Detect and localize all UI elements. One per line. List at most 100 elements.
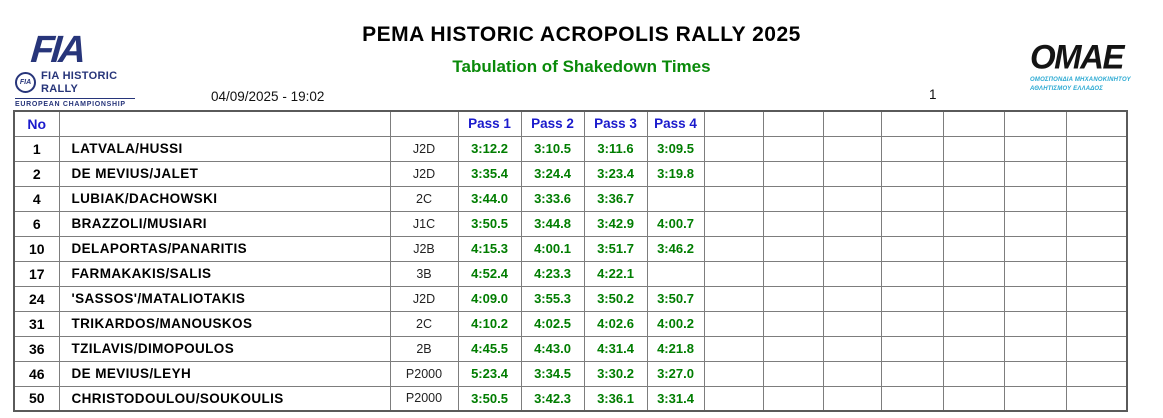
pass-1-time-cell: 3:35.4 bbox=[457, 160, 522, 187]
empty-cell bbox=[1065, 185, 1128, 212]
results-tbody: 1 LATVALA/HUSSI J2D 3:12.2 3:10.5 3:11.6 3:09.… bbox=[13, 135, 1128, 412]
crew-name-cell: TRIKARDOS/MANOUSKOS bbox=[58, 310, 391, 337]
column-header-pass4: Pass 4 bbox=[646, 110, 705, 137]
empty-cell bbox=[703, 235, 764, 262]
pass-1-time-cell: 5:23.4 bbox=[457, 360, 522, 387]
fia-championship-label: EUROPEAN CHAMPIONSHIP bbox=[15, 97, 135, 108]
omae-sub-line1: ΟΜΟΣΠΟΝΔΙΑ ΜΗΧΑΝΟΚΙΝΗΤΟΥ bbox=[1030, 77, 1131, 83]
pass-3-time-cell: 4:02.6 bbox=[583, 310, 648, 337]
pass-3-time-cell: 4:31.4 bbox=[583, 335, 648, 362]
crew-name-cell: BRAZZOLI/MUSIARI bbox=[58, 210, 391, 237]
empty-cell bbox=[1065, 385, 1128, 412]
empty-cell bbox=[880, 260, 944, 287]
pass-2-time-cell: 3:44.8 bbox=[520, 210, 585, 237]
car-number-cell: 1 bbox=[13, 135, 60, 162]
class-cell: 3B bbox=[389, 260, 459, 287]
empty-cell bbox=[880, 385, 944, 412]
column-header-empty bbox=[822, 110, 882, 137]
crew-name-cell: LUBIAK/DACHOWSKI bbox=[58, 185, 391, 212]
pass-2-time-cell: 3:24.4 bbox=[520, 160, 585, 187]
empty-cell bbox=[762, 260, 824, 287]
pass-1-time-cell: 3:50.5 bbox=[457, 385, 522, 412]
empty-cell bbox=[822, 360, 882, 387]
crew-name-cell: FARMAKAKIS/SALIS bbox=[58, 260, 391, 287]
table-row: 50 CHRISTODOULOU/SOUKOULIS P2000 3:50.5 3:42… bbox=[13, 385, 1128, 412]
pass-2-time-cell: 4:02.5 bbox=[520, 310, 585, 337]
car-number-cell: 31 bbox=[13, 310, 60, 337]
class-cell: 2B bbox=[389, 335, 459, 362]
empty-cell bbox=[880, 160, 944, 187]
empty-cell bbox=[942, 335, 1005, 362]
empty-cell bbox=[822, 160, 882, 187]
crew-name-cell: 'SASSOS'/MATALIOTAKIS bbox=[58, 285, 391, 312]
empty-cell bbox=[1003, 310, 1067, 337]
class-cell: J2D bbox=[389, 285, 459, 312]
car-number-cell: 10 bbox=[13, 235, 60, 262]
pass-4-time-cell: 4:21.8 bbox=[646, 335, 705, 362]
empty-cell bbox=[942, 160, 1005, 187]
table-row: 6 BRAZZOLI/MUSIARI J1C 3:50.5 3:44.8 3:42.9 4:… bbox=[13, 210, 1128, 237]
pass-2-time-cell: 4:23.3 bbox=[520, 260, 585, 287]
empty-cell bbox=[942, 135, 1005, 162]
empty-cell bbox=[703, 335, 764, 362]
pass-2-time-cell: 4:43.0 bbox=[520, 335, 585, 362]
table-header-row: No Pass 1 Pass 2 Pass 3 Pass 4 bbox=[13, 110, 1128, 137]
empty-cell bbox=[1065, 360, 1128, 387]
empty-cell bbox=[880, 235, 944, 262]
empty-cell bbox=[822, 210, 882, 237]
car-number-cell: 4 bbox=[13, 185, 60, 212]
column-header-empty bbox=[703, 110, 764, 137]
car-number-cell: 6 bbox=[13, 210, 60, 237]
class-cell: 2C bbox=[389, 185, 459, 212]
empty-cell bbox=[880, 360, 944, 387]
empty-cell bbox=[1003, 360, 1067, 387]
pass-4-time-cell: 3:19.8 bbox=[646, 160, 705, 187]
empty-cell bbox=[942, 285, 1005, 312]
fia-badge-icon: FIA bbox=[15, 72, 36, 94]
empty-cell bbox=[703, 260, 764, 287]
empty-cell bbox=[1003, 385, 1067, 412]
empty-cell bbox=[822, 385, 882, 412]
empty-cell bbox=[762, 310, 824, 337]
crew-name-cell: TZILAVIS/DIMOPOULOS bbox=[58, 335, 391, 362]
empty-cell bbox=[762, 235, 824, 262]
empty-cell bbox=[1065, 310, 1128, 337]
empty-cell bbox=[762, 135, 824, 162]
table-row: 31 TRIKARDOS/MANOUSKOS 2C 4:10.2 4:02.5 4:02.… bbox=[13, 310, 1128, 337]
empty-cell bbox=[762, 335, 824, 362]
empty-cell bbox=[1065, 260, 1128, 287]
omae-logo: OMAE ΟΜΟΣΠΟΝΔΙΑ ΜΗΧΑΝΟΚΙΝΗΤΟΥ ΑΘΛΗΤΙΣΜΟΥ… bbox=[1030, 37, 1131, 94]
pass-1-time-cell: 3:44.0 bbox=[457, 185, 522, 212]
table-row: 1 LATVALA/HUSSI J2D 3:12.2 3:10.5 3:11.6 3:09.… bbox=[13, 135, 1128, 162]
empty-cell bbox=[942, 360, 1005, 387]
page-subtitle: Tabulation of Shakedown Times bbox=[452, 57, 711, 76]
fia-series-line2: RALLY bbox=[41, 82, 79, 95]
empty-cell bbox=[942, 235, 1005, 262]
empty-cell bbox=[942, 385, 1005, 412]
empty-cell bbox=[1003, 285, 1067, 312]
car-number-cell: 36 bbox=[13, 335, 60, 362]
pass-1-time-cell: 4:52.4 bbox=[457, 260, 522, 287]
crew-name-cell: DE MEVIUS/LEYH bbox=[58, 360, 391, 387]
pass-4-time-cell: 3:46.2 bbox=[646, 235, 705, 262]
omae-logo-icon: OMAE bbox=[1030, 37, 1125, 76]
empty-cell bbox=[703, 360, 764, 387]
empty-cell bbox=[1003, 160, 1067, 187]
empty-cell bbox=[703, 210, 764, 237]
car-number-cell: 24 bbox=[13, 285, 60, 312]
empty-cell bbox=[1003, 235, 1067, 262]
empty-cell bbox=[703, 285, 764, 312]
pass-1-time-cell: 4:45.5 bbox=[457, 335, 522, 362]
empty-cell bbox=[1065, 285, 1128, 312]
car-number-cell: 17 bbox=[13, 260, 60, 287]
column-header-crew-empty bbox=[58, 110, 391, 137]
column-header-pass3: Pass 3 bbox=[583, 110, 648, 137]
column-header-no: No bbox=[13, 110, 60, 137]
empty-cell bbox=[1065, 160, 1128, 187]
column-header-empty bbox=[942, 110, 1005, 137]
empty-cell bbox=[762, 210, 824, 237]
empty-cell bbox=[703, 385, 764, 412]
empty-cell bbox=[762, 160, 824, 187]
pass-3-time-cell: 3:36.1 bbox=[583, 385, 648, 412]
